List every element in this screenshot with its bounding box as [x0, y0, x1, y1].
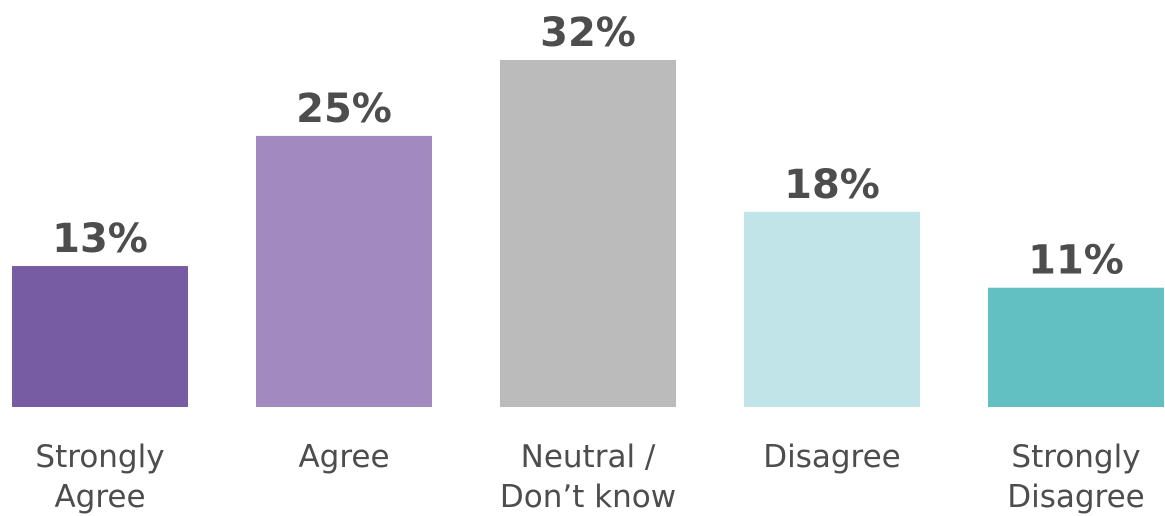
- bar-value-label: 32%: [540, 10, 636, 56]
- category-label: Disagree: [763, 439, 901, 475]
- bar-value-label: 25%: [296, 86, 392, 132]
- category-label-line: Don’t know: [500, 479, 676, 515]
- category-label-line: Strongly: [35, 439, 164, 475]
- category-label-line: Disagree: [763, 439, 901, 475]
- category-label: Strongly Disagree: [1007, 439, 1145, 515]
- bar: [256, 135, 432, 407]
- category-label-line: Neutral /: [521, 439, 656, 475]
- bar: [500, 60, 676, 407]
- category-label-line: Disagree: [1007, 479, 1145, 515]
- category-label: Agree: [298, 439, 389, 475]
- category-label: Neutral / Don’t know: [500, 439, 676, 515]
- category-label-line: Agree: [298, 439, 389, 475]
- bar: [988, 287, 1164, 407]
- bar: [744, 211, 920, 407]
- category-label-line: Agree: [54, 479, 145, 515]
- category-label-line: Strongly: [1011, 439, 1140, 475]
- bar-value-label: 11%: [1028, 238, 1124, 284]
- bar-value-label: 18%: [784, 162, 880, 208]
- bar: [12, 266, 188, 407]
- bar-value-label: 13%: [52, 216, 148, 262]
- category-label: Strongly Agree: [35, 439, 164, 515]
